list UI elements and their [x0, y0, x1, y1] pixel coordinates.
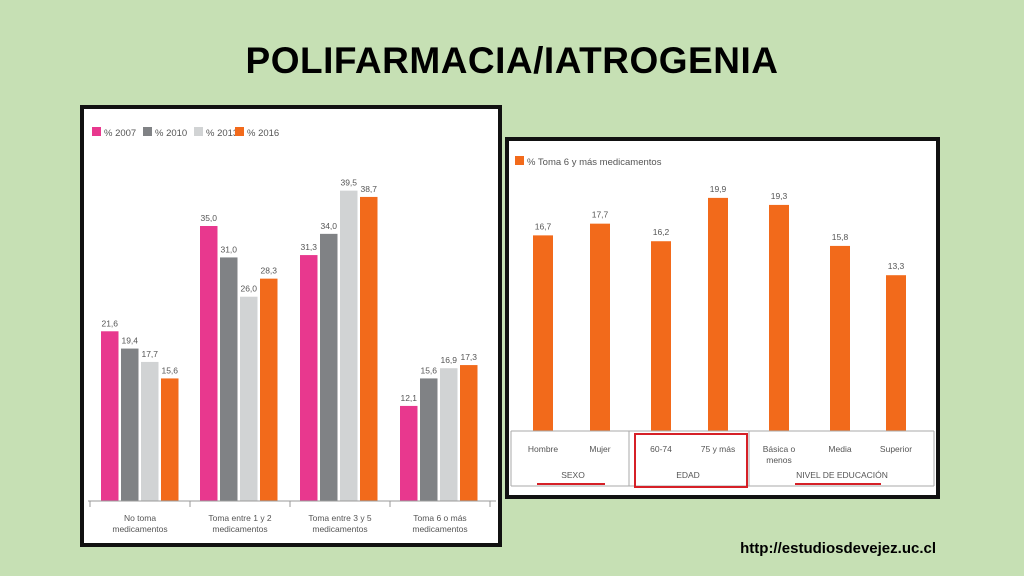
legend-label: % 2013 — [206, 128, 238, 139]
data-label: 15,8 — [832, 232, 849, 242]
data-label: 19,3 — [771, 191, 788, 201]
data-label: 35,0 — [200, 213, 217, 223]
bar-chart-six-plus-medications: % Toma 6 y más medicamentos 16,7 17,7 16,2 1… — [510, 156, 935, 488]
category-label: Mujer — [589, 444, 610, 454]
data-label: 19,4 — [121, 336, 138, 346]
legend-label: % Toma 6 y más medicamentos — [527, 157, 662, 168]
bar — [220, 257, 238, 501]
chart-panel-by-year: % 2007% 2010% 2013% 2016 21,6 19,4 17,7 15,6… — [80, 105, 502, 547]
chart-panel-by-group: % Toma 6 y más medicamentos 16,7 17,7 16,2 1… — [505, 137, 940, 499]
data-label: 17,7 — [141, 349, 158, 359]
bar — [400, 405, 418, 501]
bar — [240, 296, 258, 501]
bar — [533, 235, 553, 431]
data-label: 31,3 — [300, 242, 317, 252]
data-label: 19,9 — [710, 184, 727, 194]
bar — [300, 255, 318, 501]
bar — [769, 204, 789, 431]
grouped-bar-chart: % 2007% 2010% 2013% 201621,619,417,715,6… — [88, 127, 496, 534]
data-label: 38,7 — [360, 184, 377, 194]
category-label: medicamentos — [212, 524, 267, 534]
data-label: 16,7 — [535, 221, 552, 231]
category-label: 60-74 — [650, 444, 672, 454]
bar — [420, 378, 438, 501]
data-label: 34,0 — [320, 221, 337, 231]
bar — [101, 331, 119, 501]
data-label: 28,3 — [260, 266, 277, 276]
data-label: 31,0 — [220, 244, 237, 254]
data-label: 15,6 — [161, 365, 178, 375]
category-label: Superior — [880, 444, 912, 454]
legend-swatch — [515, 156, 524, 165]
data-label: 16,9 — [440, 355, 457, 365]
data-label: 26,0 — [240, 284, 257, 294]
bar — [708, 197, 728, 431]
data-label: 15,6 — [420, 365, 437, 375]
legend-label: % 2007 — [104, 128, 136, 139]
legend-label: % 2016 — [247, 128, 279, 139]
bar — [320, 233, 338, 501]
category-label: menos — [766, 455, 792, 465]
data-label: 21,6 — [101, 318, 118, 328]
bar — [200, 226, 218, 501]
category-label: Toma entre 3 y 5 — [308, 513, 372, 523]
bar — [830, 245, 850, 431]
bar — [340, 190, 358, 501]
category-label: Media — [828, 444, 851, 454]
category-label: Toma 6 o más — [413, 513, 466, 523]
data-label: 12,1 — [400, 393, 417, 403]
category-label: Toma entre 1 y 2 — [208, 513, 272, 523]
legend-label: % 2010 — [155, 128, 187, 139]
data-label: 17,3 — [460, 352, 477, 362]
group-highlight-box-edad — [634, 433, 748, 488]
legend-swatch — [194, 127, 203, 136]
legend-swatch — [143, 127, 152, 136]
category-label: No toma — [124, 513, 156, 523]
bar — [590, 223, 610, 431]
bar — [440, 368, 458, 501]
bar — [460, 365, 478, 501]
bar — [260, 278, 278, 501]
category-label: 75 y más — [701, 444, 736, 454]
data-label: 39,5 — [340, 178, 357, 188]
source-url: http://estudiosdevejez.uc.cl — [740, 540, 936, 557]
bar — [360, 196, 378, 501]
group-label: SEXO — [561, 470, 585, 480]
group-label: EDAD — [676, 470, 700, 480]
category-label: medicamentos — [412, 524, 467, 534]
category-label: Básica o — [763, 444, 796, 454]
slide-title: POLIFARMACIA/IATROGENIA — [245, 40, 779, 81]
category-label: Hombre — [528, 444, 559, 454]
bar — [141, 361, 159, 501]
data-label: 16,2 — [653, 227, 670, 237]
data-label: 13,3 — [888, 261, 905, 271]
bar — [651, 241, 671, 431]
legend-swatch — [235, 127, 244, 136]
data-label: 17,7 — [592, 210, 609, 220]
category-label: medicamentos — [312, 524, 367, 534]
group-label: NIVEL DE EDUCACIÓN — [796, 470, 888, 480]
bar — [121, 348, 139, 501]
legend-swatch — [92, 127, 101, 136]
category-label: medicamentos — [112, 524, 167, 534]
bar — [161, 378, 179, 501]
bar — [886, 275, 906, 431]
